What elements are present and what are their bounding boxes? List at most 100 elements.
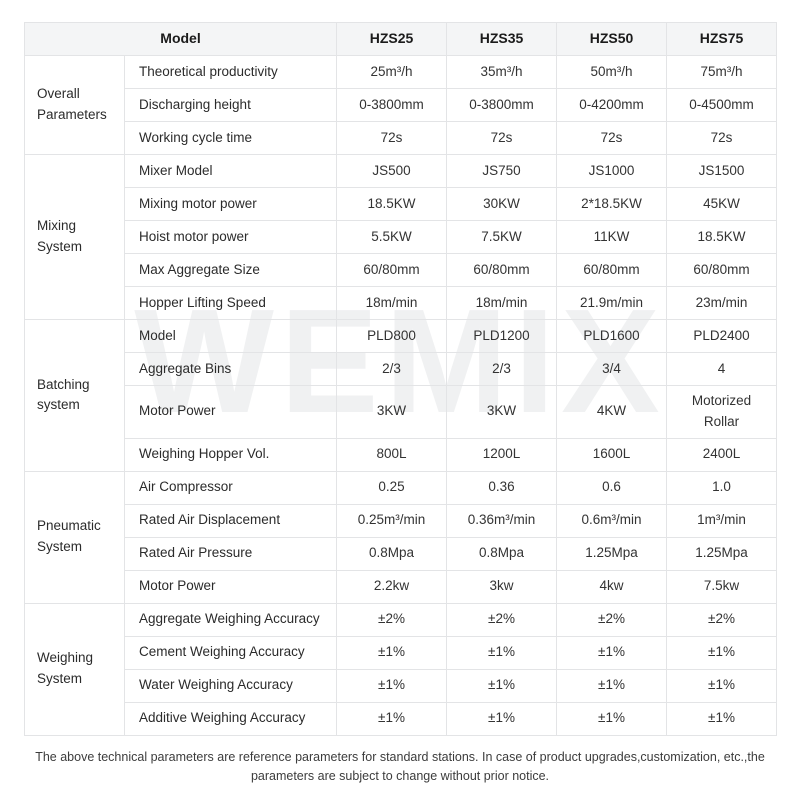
value-cell: 72s <box>446 121 558 155</box>
value-cell: 18m/min <box>446 286 558 320</box>
group-label-mixing-system: Mixing System <box>24 154 125 320</box>
param-label: Mixer Model <box>123 154 338 188</box>
value-cell: 72s <box>666 121 778 155</box>
value-cell: ±1% <box>336 635 448 670</box>
table-row: Cement Weighing Accuracy ±1% ±1% ±1% ±1% <box>25 635 778 670</box>
table-row: Overall Parameters Theoretical productivi… <box>24 55 778 155</box>
value-cell: 21.9m/min <box>556 286 668 320</box>
table-row: Additive Weighing Accuracy ±1% ±1% ±1% ±1% <box>25 701 778 736</box>
value-cell: 800L <box>336 437 448 472</box>
group-label-batching-system: Batching system <box>24 319 125 472</box>
table-row: Mixing motor power 18.5KW 30KW 2*18.5KW 45KW <box>25 187 778 221</box>
value-cell: ±1% <box>666 635 778 670</box>
value-cell: 3/4 <box>556 352 668 386</box>
column-header-hzs35: HZS35 <box>446 22 558 56</box>
table-header-row: Model HZS25 HZS35 HZS50 HZS75 <box>23 22 778 56</box>
value-cell: PLD800 <box>336 319 448 353</box>
param-label: Aggregate Bins <box>123 352 338 386</box>
value-cell: 0.6 <box>556 470 668 505</box>
param-label: Motor Power <box>123 569 338 604</box>
param-label: Rated Air Pressure <box>123 536 338 571</box>
value-cell: 30KW <box>446 187 558 221</box>
value-cell: ±1% <box>446 668 558 703</box>
table-row: Hopper Lifting Speed 18m/min 18m/min 21.9m/… <box>25 286 778 320</box>
value-cell: 0.6m³/min <box>556 503 668 538</box>
value-cell: 72s <box>336 121 448 155</box>
table-row: Batching system Model PLD800 PLD1200 PLD1600… <box>24 319 778 472</box>
param-label: Max Aggregate Size <box>123 253 338 287</box>
value-cell: 23m/min <box>666 286 778 320</box>
column-header-hzs25: HZS25 <box>336 22 448 56</box>
value-cell: 2/3 <box>446 352 558 386</box>
table-row: Rated Air Pressure 0.8Mpa 0.8Mpa 1.25Mpa 1.2… <box>25 536 778 571</box>
table-row: Max Aggregate Size 60/80mm 60/80mm 60/80mm 6… <box>25 253 778 287</box>
group-label-pneumatic-system: Pneumatic System <box>24 470 125 604</box>
value-cell: 1200L <box>446 437 558 472</box>
value-cell: ±2% <box>556 602 668 637</box>
model-header-cell: Model <box>23 22 338 56</box>
value-cell: PLD2400 <box>666 319 778 353</box>
param-label: Discharging height <box>123 88 338 122</box>
value-cell: 2.2kw <box>336 569 448 604</box>
table-row: Motor Power 2.2kw 3kw 4kw 7.5kw <box>25 569 778 604</box>
value-cell: 5.5KW <box>336 220 448 254</box>
value-cell: 0.36 <box>446 470 558 505</box>
value-cell: 0.25m³/min <box>336 503 448 538</box>
value-cell: 50m³/h <box>556 55 668 89</box>
param-label: Hoist motor power <box>123 220 338 254</box>
value-cell: 0-3800mm <box>336 88 448 122</box>
param-label: Hopper Lifting Speed <box>123 286 338 320</box>
value-cell: 1m³/min <box>666 503 778 538</box>
value-cell: 18.5KW <box>336 187 448 221</box>
param-label: Cement Weighing Accuracy <box>123 635 338 670</box>
param-label: Air Compressor <box>123 470 338 505</box>
value-cell: JS1500 <box>666 154 778 188</box>
table-row: Discharging height 0-3800mm 0-3800mm 0-4200… <box>25 88 778 122</box>
value-cell: 18.5KW <box>666 220 778 254</box>
param-label: Model <box>123 319 338 353</box>
table-row: Mixing System Mixer Model JS500 JS750 JS1000… <box>24 154 778 320</box>
value-cell: ±2% <box>666 602 778 637</box>
table-row: Weighing System Aggregate Weighing Accura… <box>24 602 778 736</box>
value-cell: 75m³/h <box>666 55 778 89</box>
table-row: Water Weighing Accuracy ±1% ±1% ±1% ±1% <box>25 668 778 703</box>
value-cell: 2/3 <box>336 352 448 386</box>
value-cell: 0.25 <box>336 470 448 505</box>
value-cell: ±1% <box>666 668 778 703</box>
value-cell: JS1000 <box>556 154 668 188</box>
param-label: Aggregate Weighing Accuracy <box>123 602 338 637</box>
value-cell: 4kw <box>556 569 668 604</box>
value-cell: ±1% <box>666 701 778 736</box>
spec-table-head: Model HZS25 HZS35 HZS50 HZS75 <box>23 22 778 56</box>
value-cell: 60/80mm <box>336 253 448 287</box>
value-cell: 1.25Mpa <box>666 536 778 571</box>
value-cell: 72s <box>556 121 668 155</box>
value-cell: 11KW <box>556 220 668 254</box>
param-label: Working cycle time <box>123 121 338 155</box>
value-cell: 3kw <box>446 569 558 604</box>
group-label-overall-parameters: Overall Parameters <box>24 55 125 155</box>
spec-table: Model HZS25 HZS35 HZS50 HZS75 Overall Pa… <box>23 22 778 736</box>
value-cell: ±2% <box>446 602 558 637</box>
value-cell: 1.0 <box>666 470 778 505</box>
value-cell: ±1% <box>446 701 558 736</box>
value-cell: 3KW <box>336 385 448 439</box>
value-cell: 7.5kw <box>666 569 778 604</box>
value-cell: PLD1600 <box>556 319 668 353</box>
table-row: Pneumatic System Air Compressor 0.25 0.36 0.… <box>24 470 778 604</box>
value-cell: 25m³/h <box>336 55 448 89</box>
footer-disclaimer: The above technical parameters are refer… <box>35 749 765 784</box>
column-header-hzs75: HZS75 <box>666 22 778 56</box>
value-cell: 60/80mm <box>556 253 668 287</box>
table-row: Hoist motor power 5.5KW 7.5KW 11KW 18.5KW <box>25 220 778 254</box>
value-cell: 1.25Mpa <box>556 536 668 571</box>
value-cell: 4 <box>666 352 778 386</box>
param-label: Weighing Hopper Vol. <box>123 437 338 472</box>
param-label: Mixing motor power <box>123 187 338 221</box>
table-row: Aggregate Bins 2/3 2/3 3/4 4 <box>25 352 778 386</box>
value-cell: Motorized Rollar <box>666 385 778 439</box>
param-label: Water Weighing Accuracy <box>123 668 338 703</box>
param-label: Theoretical productivity <box>123 55 338 89</box>
value-cell: 1600L <box>556 437 668 472</box>
